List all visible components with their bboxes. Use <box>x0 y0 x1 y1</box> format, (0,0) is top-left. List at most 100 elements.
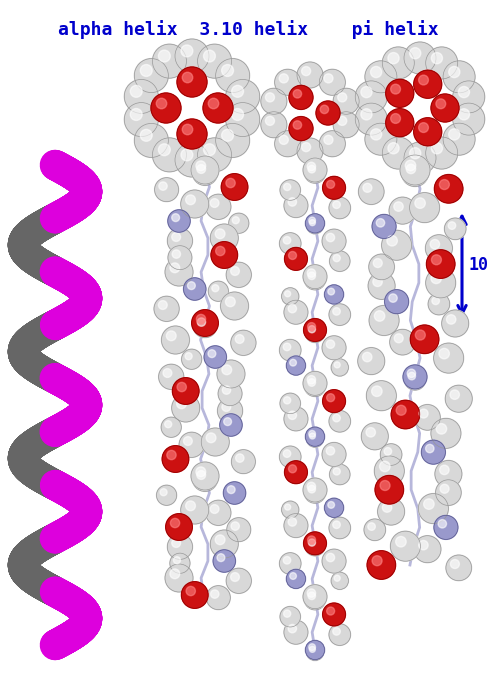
Circle shape <box>279 446 301 468</box>
Circle shape <box>368 523 375 530</box>
Circle shape <box>222 403 231 412</box>
Circle shape <box>371 66 382 77</box>
Circle shape <box>426 235 452 262</box>
Circle shape <box>181 45 193 57</box>
Text: 10: 10 <box>468 256 488 274</box>
Circle shape <box>215 229 225 239</box>
Circle shape <box>208 350 216 358</box>
Circle shape <box>222 64 234 77</box>
Circle shape <box>320 105 328 114</box>
Circle shape <box>310 220 315 226</box>
Circle shape <box>177 67 207 97</box>
Circle shape <box>165 564 193 592</box>
Circle shape <box>187 282 195 289</box>
Circle shape <box>222 365 232 375</box>
Circle shape <box>323 603 345 626</box>
Circle shape <box>426 445 434 453</box>
Circle shape <box>302 142 310 152</box>
Circle shape <box>161 417 182 437</box>
Circle shape <box>284 183 291 191</box>
Circle shape <box>303 158 327 182</box>
Circle shape <box>236 454 244 462</box>
Circle shape <box>181 190 209 218</box>
Circle shape <box>400 155 430 185</box>
Circle shape <box>438 520 446 528</box>
Circle shape <box>333 88 359 114</box>
Circle shape <box>408 372 416 380</box>
Circle shape <box>265 116 274 125</box>
Circle shape <box>170 569 180 579</box>
Circle shape <box>279 339 301 361</box>
Circle shape <box>372 214 396 239</box>
Circle shape <box>307 269 315 277</box>
Circle shape <box>192 466 218 491</box>
Circle shape <box>282 501 299 518</box>
Circle shape <box>309 217 315 224</box>
Circle shape <box>306 213 324 233</box>
Circle shape <box>167 450 176 460</box>
Circle shape <box>396 536 406 547</box>
Circle shape <box>329 517 351 539</box>
Circle shape <box>309 326 315 333</box>
Circle shape <box>448 222 456 229</box>
Circle shape <box>226 262 251 287</box>
Circle shape <box>307 589 315 597</box>
Circle shape <box>186 586 195 596</box>
Circle shape <box>210 198 219 207</box>
Circle shape <box>177 382 186 392</box>
Circle shape <box>371 129 382 140</box>
Circle shape <box>181 149 193 161</box>
Circle shape <box>206 433 216 443</box>
Circle shape <box>331 359 348 376</box>
Circle shape <box>405 160 416 171</box>
Circle shape <box>288 411 297 419</box>
Circle shape <box>261 111 287 137</box>
Circle shape <box>391 114 400 123</box>
Circle shape <box>307 162 315 170</box>
Circle shape <box>210 224 238 252</box>
Circle shape <box>414 70 442 98</box>
Circle shape <box>304 482 326 503</box>
Circle shape <box>326 553 335 562</box>
Circle shape <box>361 86 372 98</box>
Circle shape <box>419 494 448 523</box>
Circle shape <box>307 217 323 234</box>
Circle shape <box>439 348 449 359</box>
Circle shape <box>382 47 414 79</box>
Circle shape <box>308 272 315 280</box>
Circle shape <box>432 297 439 304</box>
Circle shape <box>427 250 455 278</box>
Circle shape <box>221 292 248 320</box>
Circle shape <box>304 161 326 183</box>
Circle shape <box>275 69 301 95</box>
Circle shape <box>428 293 450 315</box>
Circle shape <box>179 432 204 458</box>
Circle shape <box>322 229 346 253</box>
Circle shape <box>419 75 429 85</box>
Circle shape <box>355 103 387 135</box>
Circle shape <box>156 98 167 109</box>
Circle shape <box>431 419 461 448</box>
Circle shape <box>309 430 315 437</box>
Circle shape <box>151 93 181 123</box>
Circle shape <box>303 265 327 289</box>
Circle shape <box>453 81 485 113</box>
Circle shape <box>217 398 243 423</box>
Circle shape <box>394 334 403 343</box>
Circle shape <box>203 144 215 156</box>
Circle shape <box>286 356 306 375</box>
Circle shape <box>328 288 334 295</box>
Circle shape <box>182 349 202 369</box>
Circle shape <box>419 540 428 550</box>
Circle shape <box>307 376 315 384</box>
Circle shape <box>404 369 426 390</box>
Circle shape <box>432 53 442 64</box>
Circle shape <box>159 364 184 389</box>
Circle shape <box>443 123 475 155</box>
Circle shape <box>442 310 469 337</box>
Circle shape <box>227 518 251 542</box>
Circle shape <box>304 532 326 555</box>
Circle shape <box>172 213 180 222</box>
Circle shape <box>289 116 313 141</box>
Circle shape <box>449 129 460 140</box>
